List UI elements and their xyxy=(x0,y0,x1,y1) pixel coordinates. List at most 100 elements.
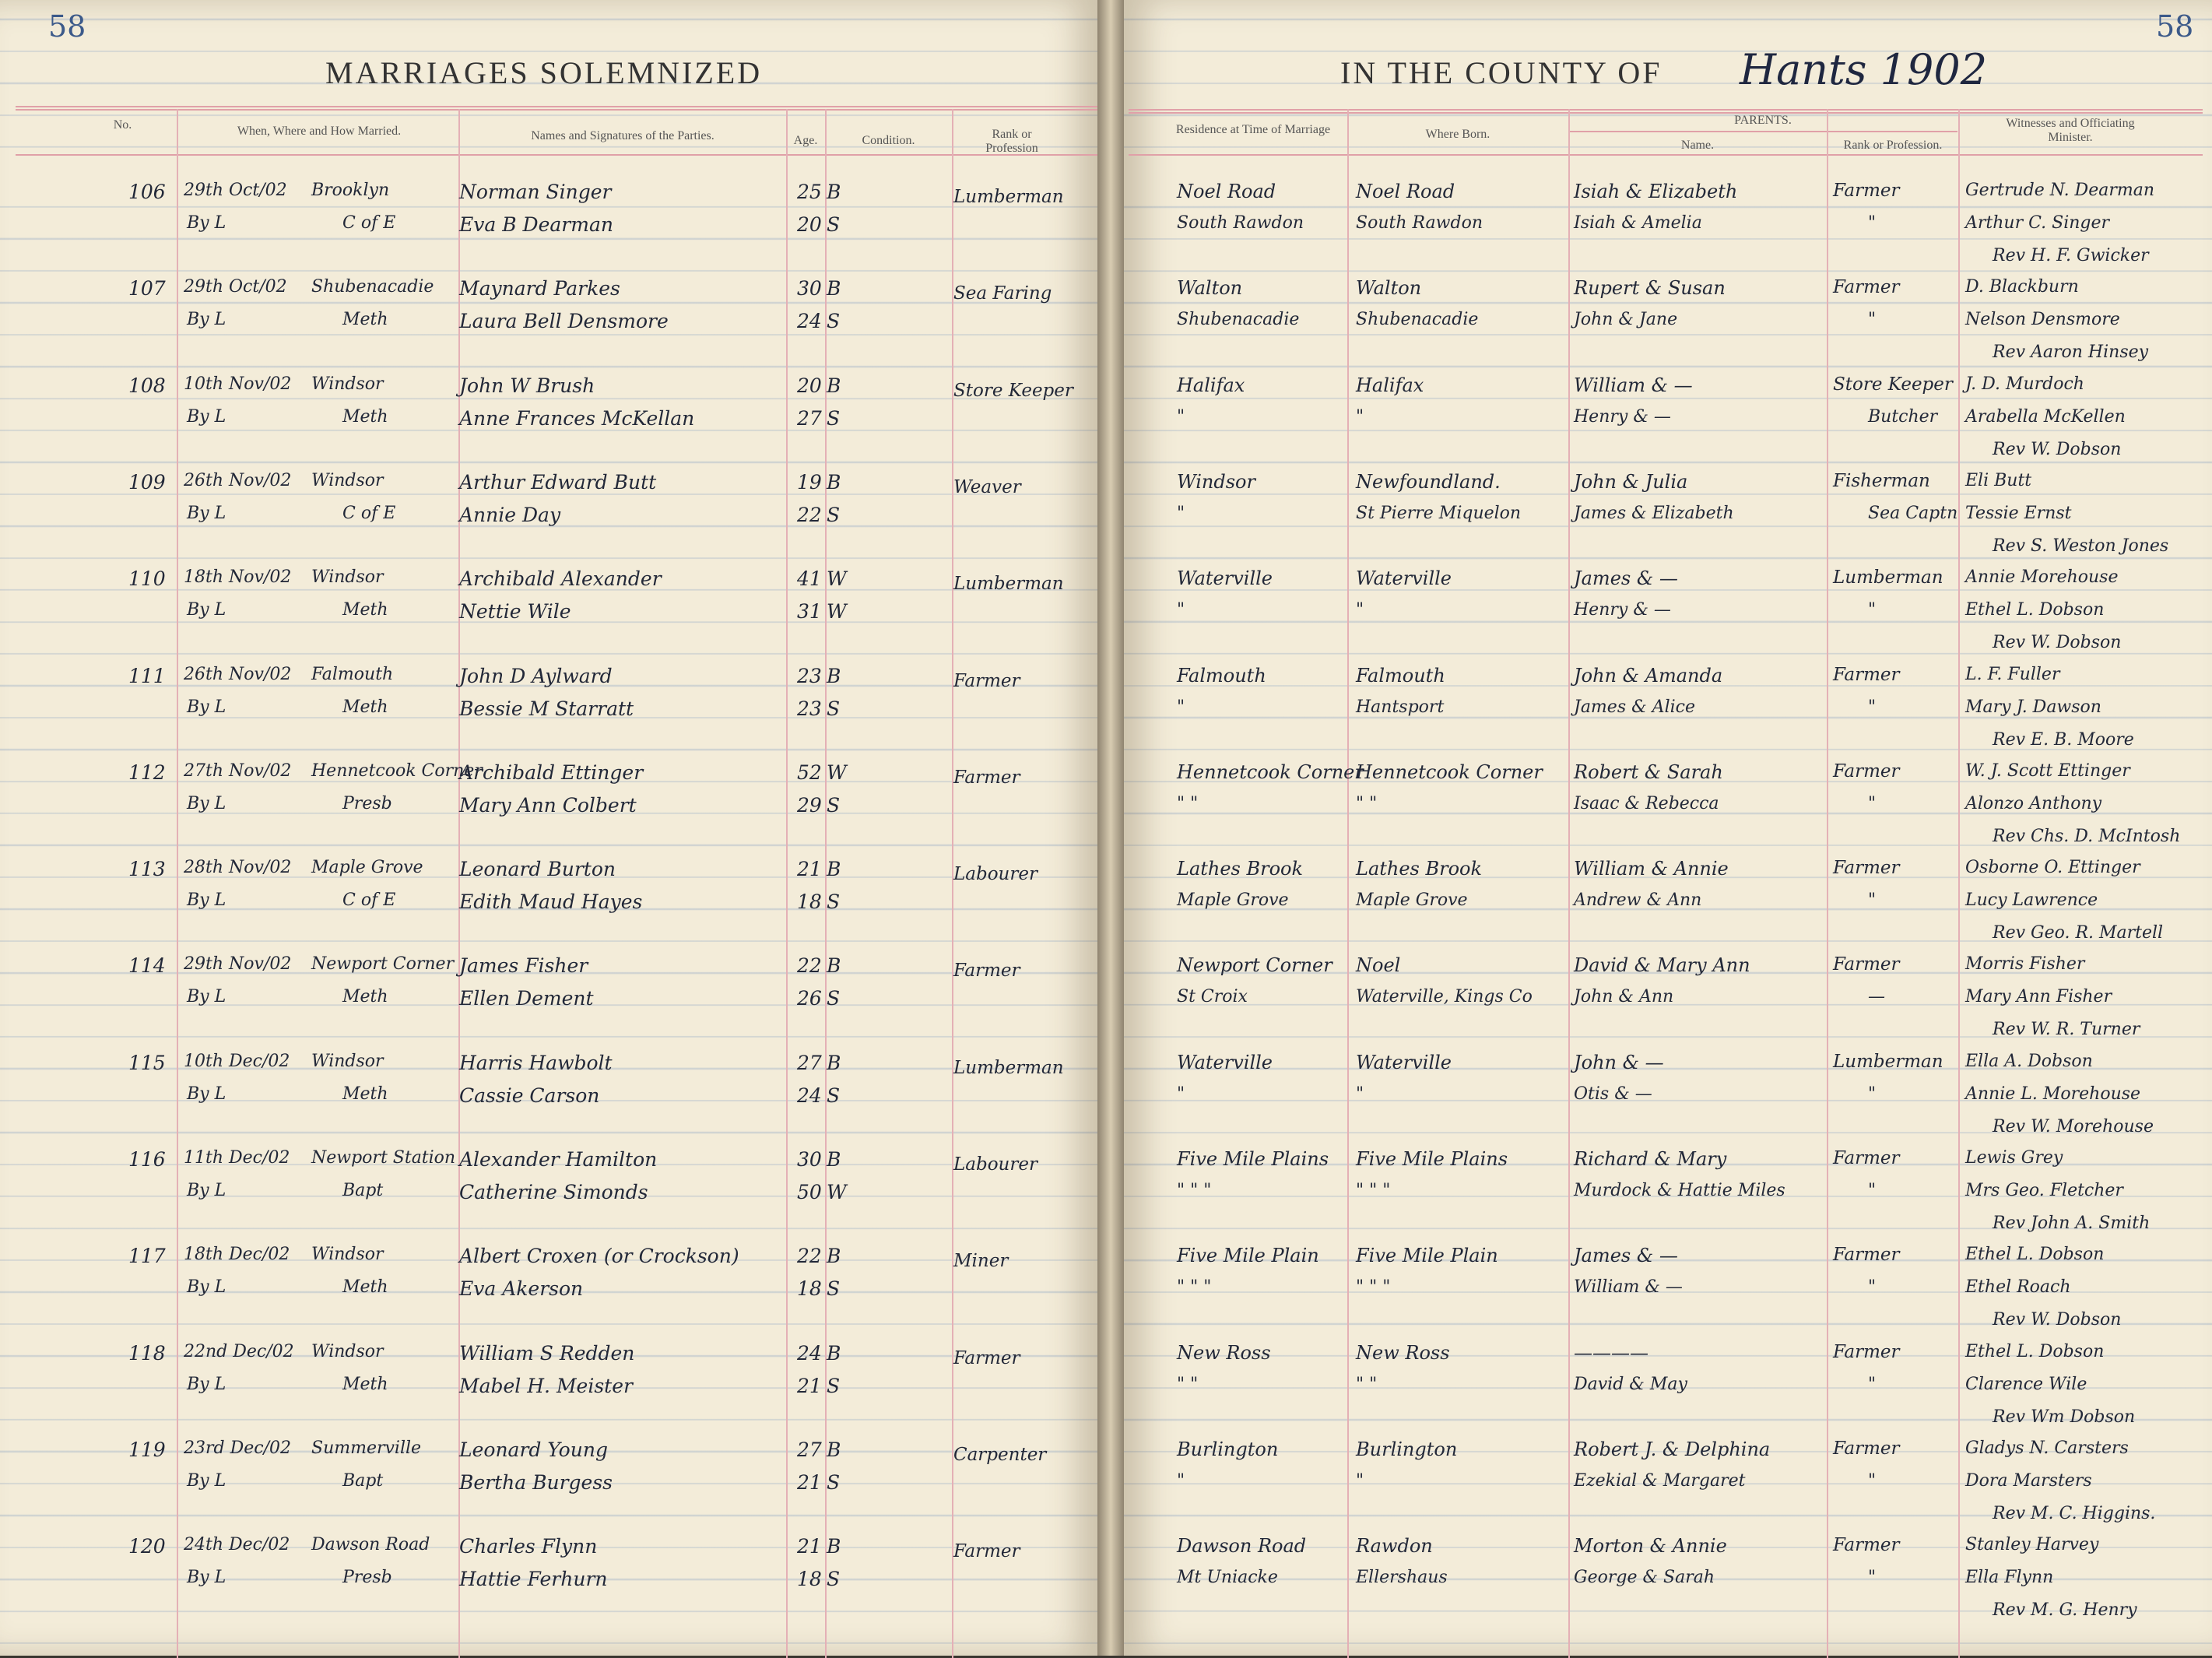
entry-number: 117 xyxy=(128,1245,166,1268)
marriage-licence: By L xyxy=(187,1277,226,1298)
bride-parents-rank: " xyxy=(1868,1277,1877,1298)
groom-parents-rank: Farmer xyxy=(1833,858,1900,879)
groom-condition: B xyxy=(827,858,841,881)
marriage-place: Hennetcook Corner xyxy=(311,761,483,781)
marriage-denomination: Meth xyxy=(342,697,388,717)
bride-age: 21 xyxy=(797,1374,822,1397)
bride-parents-rank: " xyxy=(1868,1568,1877,1588)
groom-parents-rank: Farmer xyxy=(1833,181,1900,201)
witness: Morris Fisher xyxy=(1965,954,2085,975)
groom-age: 22 xyxy=(797,1245,822,1268)
bride-age: 20 xyxy=(797,213,822,236)
bride-condition: S xyxy=(827,213,841,236)
bride-parents-rank: " xyxy=(1868,1084,1877,1104)
bride-age: 31 xyxy=(797,600,822,624)
marriage-denomination: Meth xyxy=(342,987,388,1007)
marriage-date: 10th Nov/02 xyxy=(184,374,292,394)
bride-birthplace: Maple Grove xyxy=(1356,890,1468,911)
groom-parents-rank: Farmer xyxy=(1833,954,1900,975)
page-title-left: MARRIAGES SOLEMNIZED xyxy=(325,55,763,90)
groom-residence: Dawson Road xyxy=(1177,1535,1307,1558)
marriage-place: Windsor xyxy=(311,374,384,394)
groom-name: Norman Singer xyxy=(459,181,612,203)
entry-number: 109 xyxy=(128,470,166,494)
witness: Annie L. Morehouse xyxy=(1965,1084,2141,1104)
groom-age: 22 xyxy=(797,954,822,978)
bride-condition: W xyxy=(827,600,847,624)
header-age: Age. xyxy=(793,134,818,147)
bride-birthplace: South Rawdon xyxy=(1356,213,1483,233)
bride-condition: S xyxy=(827,1374,841,1397)
bride-parents-rank: Butcher xyxy=(1868,406,1938,427)
officiating-minister: Rev Geo. R. Martell xyxy=(1993,923,2164,943)
groom-age: 30 xyxy=(797,277,822,300)
witness: Ella Flynn xyxy=(1965,1568,2054,1588)
witness: Eli Butt xyxy=(1965,470,2032,490)
marriage-denomination: Meth xyxy=(342,1084,388,1104)
groom-residence: Windsor xyxy=(1177,470,1255,493)
witness: Dora Marsters xyxy=(1965,1470,2092,1491)
groom-parents-rank: Fisherman xyxy=(1833,470,1930,491)
bride-condition: S xyxy=(827,1470,841,1494)
witness: Ethel Roach xyxy=(1965,1277,2071,1298)
bride-condition: S xyxy=(827,793,841,817)
groom-parents-rank: Farmer xyxy=(1833,1245,1900,1266)
groom-parents-rank: Farmer xyxy=(1833,761,1900,782)
groom-parents: John & Julia xyxy=(1574,470,1688,493)
bride-birthplace: " " xyxy=(1356,793,1378,813)
bride-name: Laura Bell Densmore xyxy=(459,310,669,333)
groom-age: 25 xyxy=(797,181,822,203)
entry-number: 116 xyxy=(128,1148,166,1171)
groom-age: 21 xyxy=(797,1535,822,1558)
bride-name: Mary Ann Colbert xyxy=(459,793,637,817)
groom-residence: Noel Road xyxy=(1177,181,1276,202)
marriage-denomination: Bapt xyxy=(342,1181,384,1200)
marriage-date: 18th Dec/02 xyxy=(184,1245,290,1265)
bride-name: Mabel H. Meister xyxy=(459,1374,633,1397)
groom-name: John W Brush xyxy=(459,374,595,397)
groom-age: 24 xyxy=(797,1341,822,1365)
bride-residence: South Rawdon xyxy=(1177,213,1304,233)
groom-name: Harris Hawbolt xyxy=(459,1051,613,1074)
bride-birthplace: " " " xyxy=(1356,1277,1391,1298)
marriage-place: Windsor xyxy=(311,1051,384,1071)
groom-age: 52 xyxy=(797,761,822,784)
bride-parents: Andrew & Ann xyxy=(1574,890,1702,911)
marriage-licence: By L xyxy=(187,600,226,620)
parents-rule xyxy=(1568,131,1957,132)
witness: Tessie Ernst xyxy=(1965,503,2072,523)
groom-rank: Farmer xyxy=(953,1347,1020,1368)
entry-number: 107 xyxy=(128,277,166,300)
header-no: No. xyxy=(113,118,132,132)
groom-parents: David & Mary Ann xyxy=(1574,954,1750,977)
entry-number: 114 xyxy=(128,954,166,978)
bride-parents: Murdock & Hattie Miles xyxy=(1574,1181,1785,1200)
bride-name: Edith Maud Hayes xyxy=(459,890,643,914)
bride-residence: " " " xyxy=(1177,1181,1212,1200)
header-parent-name: Name. xyxy=(1680,139,1715,152)
groom-condition: B xyxy=(827,1535,841,1558)
groom-parents-rank: Farmer xyxy=(1833,1535,1900,1556)
marriage-place: Brooklyn xyxy=(311,181,390,200)
groom-condition: B xyxy=(827,664,841,687)
header-residence: Residence at Time of Marriage xyxy=(1175,123,1331,136)
marriage-place: Windsor xyxy=(311,1341,384,1361)
header-rule-top-right xyxy=(1129,109,2203,111)
officiating-minister: Rev W. Dobson xyxy=(1993,1310,2122,1330)
marriage-place: Newport Station xyxy=(311,1148,456,1168)
marriage-date: 27th Nov/02 xyxy=(184,761,292,781)
bride-name: Cassie Carson xyxy=(459,1084,600,1107)
header-rule-top-left-2 xyxy=(16,109,1097,111)
groom-name: Archibald Ettinger xyxy=(459,761,644,784)
marriage-licence: By L xyxy=(187,890,226,911)
bride-name: Catherine Simonds xyxy=(459,1181,648,1203)
groom-rank: Lumberman xyxy=(953,187,1064,207)
groom-condition: W xyxy=(827,761,847,784)
bride-name: Eva Akerson xyxy=(459,1277,584,1301)
witness: Osborne O. Ettinger xyxy=(1965,858,2140,878)
bride-age: 26 xyxy=(797,987,822,1010)
marriage-denomination: Meth xyxy=(342,1374,388,1394)
witness: Arthur C. Singer xyxy=(1965,213,2110,233)
marriage-denomination: C of E xyxy=(342,213,396,233)
bride-parents: William & — xyxy=(1574,1277,1683,1298)
